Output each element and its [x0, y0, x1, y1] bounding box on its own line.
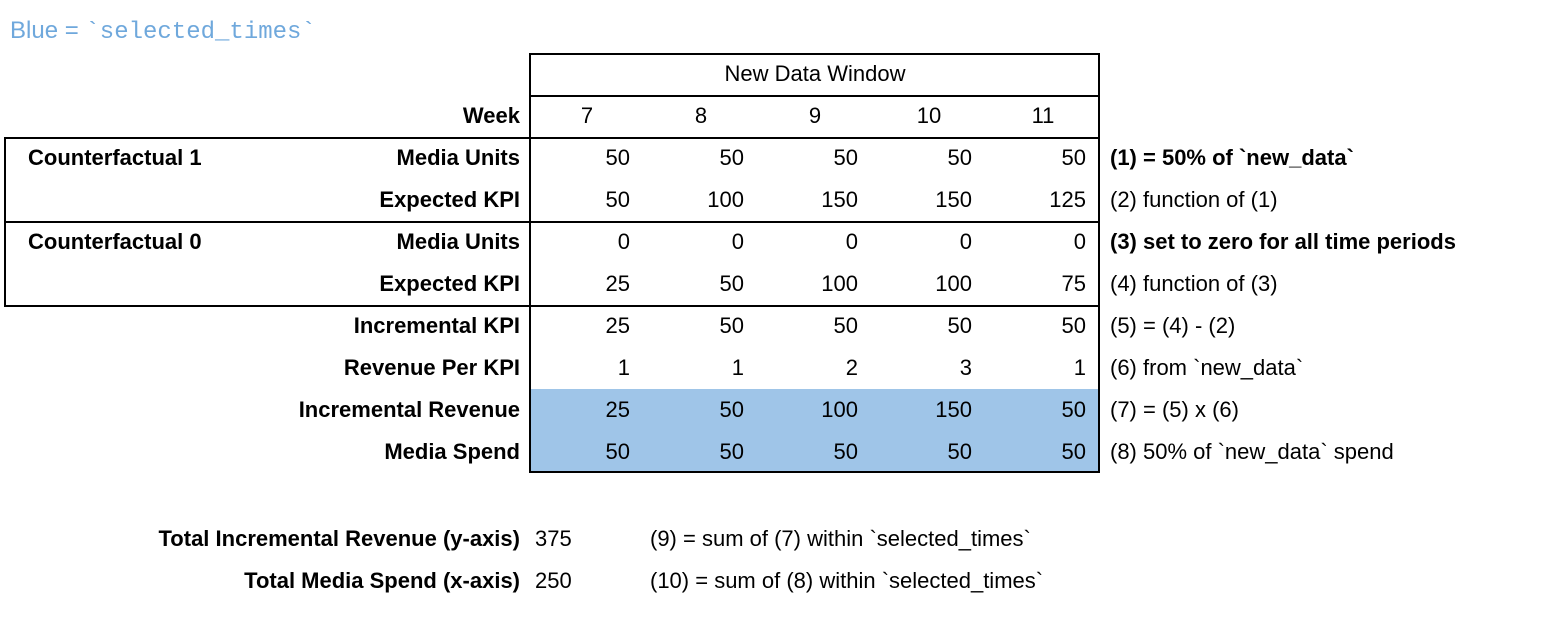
value-cell: 50 [605, 187, 630, 212]
value-cell: 50 [719, 145, 744, 170]
row-note-3: (3) set to zero for all time periods [1110, 229, 1456, 254]
legend-note-code: `selected_times` [85, 19, 316, 46]
value-cell: 0 [731, 229, 744, 254]
week-number: 9 [808, 103, 822, 128]
value-cell: 1 [1073, 355, 1086, 380]
total-media-spend-value: 250 [535, 568, 572, 593]
selected-times-highlight [531, 389, 1098, 471]
row-note-8: (8) 50% of `new_data` spend [1110, 439, 1394, 464]
value-cell: 50 [1061, 145, 1086, 170]
group-label-counterfactual-0: Counterfactual 0 [28, 229, 202, 254]
row-note-7: (7) = (5) x (6) [1110, 397, 1239, 422]
legend-note-prefix: Blue = [10, 17, 86, 44]
row-label-media-units: Media Units [396, 229, 520, 254]
value-cell-highlighted: 50 [833, 439, 858, 464]
value-cell: 50 [947, 313, 972, 338]
value-cell-highlighted: 50 [605, 439, 630, 464]
row-label-expected-kpi: Expected KPI [379, 271, 520, 296]
table-border-counterfactual-divider [4, 221, 1100, 223]
table-border-header-top [529, 53, 1100, 55]
total-incremental-revenue-label: Total Incremental Revenue (y-axis) [158, 526, 521, 551]
value-cell: 2 [845, 355, 858, 380]
total-incremental-revenue-value: 375 [535, 526, 572, 551]
value-cell: 50 [719, 271, 744, 296]
value-cell: 1 [731, 355, 744, 380]
table-border-data-right [1098, 53, 1100, 473]
table-border-counterfactual0-bottom [4, 305, 1100, 307]
week-number: 11 [1031, 103, 1055, 128]
value-cell-highlighted: 150 [935, 397, 972, 422]
row-label-incremental-kpi: Incremental KPI [353, 313, 520, 338]
group-label-counterfactual-1: Counterfactual 1 [28, 145, 202, 170]
value-cell: 3 [959, 355, 972, 380]
legend-note: Blue = `selected_times` [10, 14, 316, 50]
row-note-2: (2) function of (1) [1110, 187, 1278, 212]
value-cell: 25 [605, 271, 630, 296]
table-border-counterfactual1-top [4, 137, 1100, 139]
value-cell: 50 [947, 145, 972, 170]
week-number: 10 [916, 103, 942, 128]
table-border-bottom [529, 471, 1100, 473]
table-header: New Data Window [724, 61, 906, 86]
row-label-expected-kpi: Expected KPI [379, 187, 520, 212]
value-cell: 1 [617, 355, 630, 380]
row-label-revenue-per-kpi: Revenue Per KPI [343, 355, 520, 380]
total-note-10: (10) = sum of (8) within `selected_times… [650, 568, 1044, 593]
table-border-data-left [529, 53, 531, 473]
value-cell-highlighted: 50 [1061, 439, 1086, 464]
value-cell: 0 [845, 229, 858, 254]
week-row-label: Week [462, 103, 520, 128]
value-cell: 150 [935, 187, 972, 212]
row-note-6: (6) from `new_data` [1110, 355, 1304, 380]
value-cell: 150 [821, 187, 858, 212]
row-label-incremental-revenue: Incremental Revenue [298, 397, 520, 422]
value-cell-highlighted: 50 [947, 439, 972, 464]
value-cell: 50 [833, 145, 858, 170]
value-cell-highlighted: 50 [1061, 397, 1086, 422]
week-number: 7 [580, 103, 594, 128]
value-cell: 0 [617, 229, 630, 254]
value-cell: 0 [959, 229, 972, 254]
value-cell: 25 [605, 313, 630, 338]
total-media-spend-label: Total Media Spend (x-axis) [244, 568, 520, 593]
value-cell: 50 [833, 313, 858, 338]
value-cell: 125 [1049, 187, 1086, 212]
table-border-header-bottom [529, 95, 1100, 97]
row-label-media-spend: Media Spend [384, 439, 520, 464]
value-cell: 75 [1061, 271, 1086, 296]
value-cell: 100 [821, 271, 858, 296]
row-label-media-units: Media Units [396, 145, 520, 170]
value-cell: 100 [935, 271, 972, 296]
value-cell-highlighted: 50 [719, 439, 744, 464]
week-number: 8 [694, 103, 708, 128]
row-note-4: (4) function of (3) [1110, 271, 1278, 296]
table-border-labels-left [4, 137, 6, 307]
value-cell-highlighted: 25 [605, 397, 630, 422]
value-cell-highlighted: 100 [821, 397, 858, 422]
row-note-1: (1) = 50% of `new_data` [1110, 145, 1354, 170]
value-cell: 100 [707, 187, 744, 212]
total-note-9: (9) = sum of (7) within `selected_times` [650, 526, 1031, 551]
value-cell: 50 [605, 145, 630, 170]
value-cell: 50 [1061, 313, 1086, 338]
row-note-5: (5) = (4) - (2) [1110, 313, 1236, 338]
value-cell: 0 [1073, 229, 1086, 254]
value-cell: 50 [719, 313, 744, 338]
value-cell-highlighted: 50 [719, 397, 744, 422]
